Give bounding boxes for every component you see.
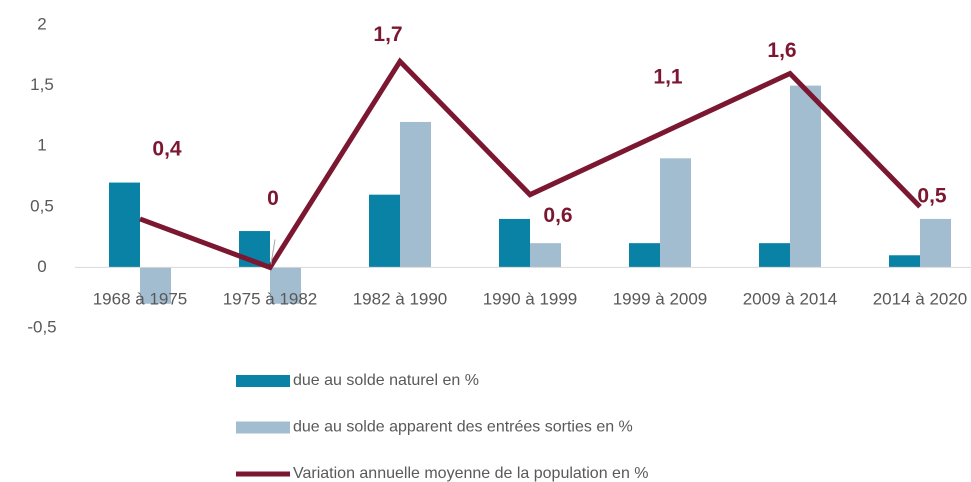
leader-line [270,239,276,265]
x-tick-label: 1990 à 1999 [483,289,578,308]
x-tick-label: 1999 à 2009 [613,289,708,308]
legend-label: due au solde apparent des entrées sortie… [293,419,633,436]
legend-swatch [236,421,290,434]
y-tick-label: 1,5 [30,75,54,94]
bar [400,121,431,268]
bar [369,194,400,268]
bar [660,158,691,268]
legend-label: Variation annuelle moyenne de la populat… [293,465,649,482]
bar [629,243,660,268]
line-series [139,57,922,271]
data-label: 0,5 [917,184,947,207]
data-label: 0 [267,187,279,210]
y-tick-label: -0,5 [27,317,56,336]
legend-swatch [236,375,290,387]
y-tick-label: 1 [37,136,46,155]
bar [109,182,140,268]
data-label: 1,6 [767,39,796,62]
data-label: 0,4 [152,137,182,160]
x-tick-label: 2014 à 2020 [873,289,968,308]
bar [270,267,301,304]
bar [140,267,171,304]
bar [759,243,790,268]
x-tick-label: 1968 à 1975 [93,289,188,308]
bar [530,243,561,268]
data-label: 1,7 [373,23,402,46]
data-label: 1,1 [653,66,683,89]
bar [920,218,951,268]
bar [499,218,530,268]
legend-label: due au solde naturel en % [293,372,479,389]
y-tick-label: 0 [37,257,46,276]
y-tick-label: 0,5 [30,196,54,215]
bar [889,255,920,268]
y-tick-label: 2 [37,14,46,33]
x-tick-label: 1982 à 1990 [353,289,448,308]
bar [790,85,821,268]
x-tick-label: 2009 à 2014 [743,289,838,308]
x-tick-label: 1975 à 1982 [223,289,318,308]
data-label: 0,6 [543,204,572,227]
